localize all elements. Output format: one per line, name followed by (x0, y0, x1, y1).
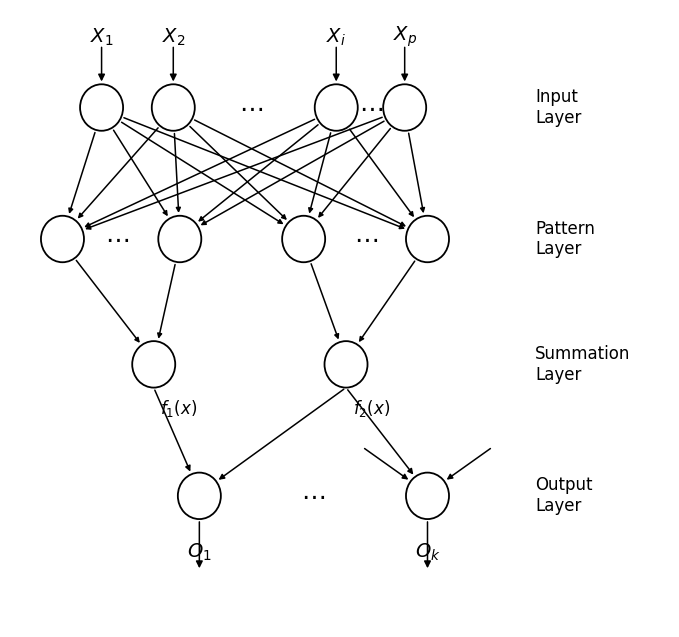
Text: Summation
Layer: Summation Layer (535, 345, 630, 383)
Ellipse shape (282, 216, 325, 262)
Text: $X_2$: $X_2$ (162, 27, 185, 48)
Ellipse shape (315, 84, 358, 131)
Text: $X_p$: $X_p$ (392, 25, 417, 50)
Ellipse shape (178, 473, 221, 519)
Text: $O_1$: $O_1$ (187, 541, 212, 563)
Ellipse shape (80, 84, 123, 131)
Text: $f_2(x)$: $f_2(x)$ (352, 398, 390, 419)
Text: $\cdots$: $\cdots$ (359, 96, 383, 120)
Ellipse shape (406, 473, 449, 519)
Text: $O_k$: $O_k$ (415, 541, 441, 563)
Text: $\cdots$: $\cdots$ (240, 96, 263, 120)
Text: $X_1$: $X_1$ (90, 27, 113, 48)
Ellipse shape (158, 216, 201, 262)
Text: Output
Layer: Output Layer (535, 476, 593, 515)
Text: Pattern
Layer: Pattern Layer (535, 220, 595, 259)
Text: $\cdots$: $\cdots$ (354, 227, 378, 251)
Text: $X_i$: $X_i$ (327, 27, 346, 48)
Ellipse shape (383, 84, 426, 131)
Text: $f_1(x)$: $f_1(x)$ (160, 398, 198, 419)
Ellipse shape (152, 84, 195, 131)
Ellipse shape (41, 216, 84, 262)
Ellipse shape (325, 341, 367, 387)
Ellipse shape (132, 341, 175, 387)
Ellipse shape (406, 216, 449, 262)
Text: $\cdots$: $\cdots$ (301, 484, 325, 508)
Text: $\cdots$: $\cdots$ (105, 227, 128, 251)
Text: Input
Layer: Input Layer (535, 88, 581, 127)
